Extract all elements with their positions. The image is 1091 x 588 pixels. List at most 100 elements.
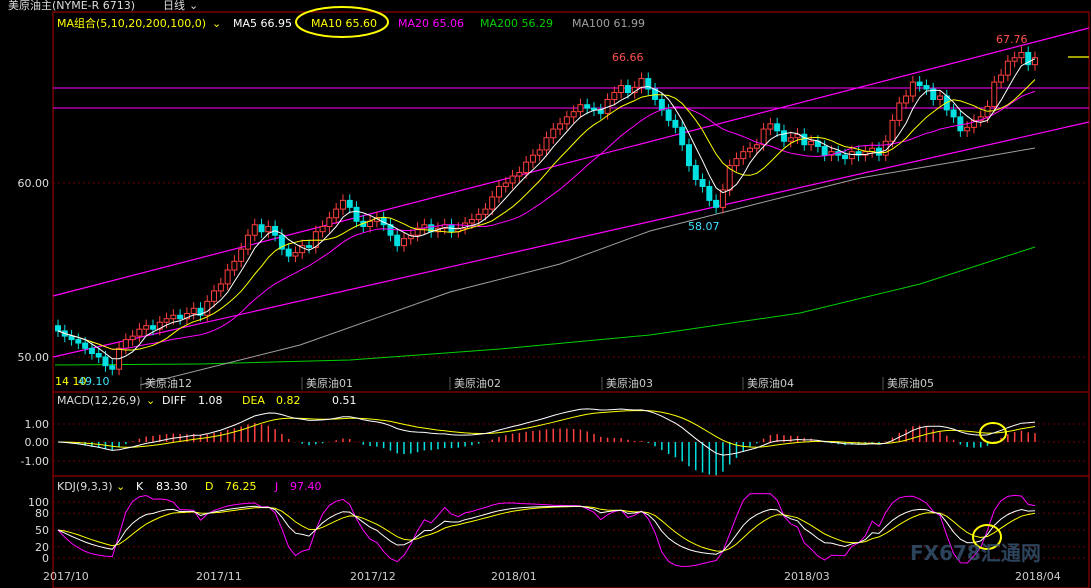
candle-down [801,133,808,146]
price-tick-60: 60.00 [18,177,50,190]
ma10-line [57,79,1036,351]
candle-down [821,145,828,156]
ma20-line [57,90,1036,350]
candle-up [265,226,272,233]
candle-down [597,109,604,114]
candle-up [638,78,645,88]
k-value: 83.30 [156,480,188,493]
low-annotation-left: 14 10 [55,375,87,388]
kdj-tick: 20 [35,541,49,554]
candle-down [692,165,699,181]
candle-down [1025,52,1032,66]
candle-down [55,325,61,332]
kdj-tick: 50 [35,524,49,537]
candle-up [970,119,977,128]
candle-up [211,290,218,302]
candle-down [88,347,95,355]
candle-up [1032,57,1038,66]
candle-down [306,245,313,248]
chevron-down-icon[interactable]: ⌄ [189,0,198,12]
ma10-highlight-circle [295,6,389,38]
symbol-title: 美原油主(NYME-R 6713) [8,0,135,12]
chevron-down-icon[interactable]: ⌄ [116,480,125,493]
candle-up [163,318,170,323]
dea-label: DEA [242,394,265,407]
candle-up [251,224,258,236]
candle-down [149,325,156,330]
candle-up [808,140,815,146]
kdj-tick: 100 [28,496,49,509]
candle-down [353,206,360,222]
candle-down [930,88,937,100]
candle-down [197,307,204,316]
j-value: 97.40 [290,480,322,493]
candle-up [523,161,530,174]
candle-up [231,260,238,271]
ma-group-label[interactable]: MA组合(5,10,20,200,100,0) [57,16,206,30]
ma100-line [139,147,1036,386]
channel-lower-line [52,121,1090,358]
candle-up [509,175,516,184]
ma5-line [57,58,1036,360]
candle-up [740,151,747,160]
candle-up [143,325,150,330]
candle-up [937,95,944,100]
k-label: K [136,480,144,493]
candle-up [238,248,245,262]
macd-title[interactable]: MACD(12,26,9) [57,394,141,407]
ma-legend: MA5 66.95 MA10 65.60 MA20 65.06 MA200 56.29… [233,17,645,30]
candle-up [964,126,971,132]
candle-down [780,130,787,142]
macd-highlight-circle [979,422,1007,444]
diff-value: 1.08 [198,394,223,407]
diff-label: DIFF [162,394,186,407]
candle-up [468,219,475,224]
candle-up [903,95,910,104]
chevron-down-icon[interactable]: ⌄ [212,17,221,30]
candle-down [923,85,930,90]
candle-up [414,227,421,236]
ma-legend-ma20: MA20 65.06 [398,17,464,30]
candle-down [584,104,591,109]
candle-up [760,128,767,146]
candle-down [394,234,401,247]
period-select[interactable]: 日线 [163,0,185,12]
j-line [57,493,1036,568]
candle-up [733,158,740,167]
ma-legend-ma10: MA10 65.60 [311,17,377,30]
candle-down [679,126,686,146]
ma-legend-ma5: MA5 66.95 [233,17,292,30]
candle-down [855,151,862,156]
candle-up [475,213,482,221]
kdj-title[interactable]: KDJ(9,3,3) [57,480,113,493]
macd-tick-1: 1.00 [25,418,50,431]
candle-down [82,342,89,349]
d-line [57,506,1036,552]
candle-up [719,189,726,208]
candle-up [312,231,319,248]
candle-up [753,144,760,149]
candle-up [244,234,251,250]
candle-down [842,154,849,160]
candle-down [699,179,706,187]
candle-up [319,226,326,233]
candle-up [998,74,1005,83]
k-line [57,505,1036,555]
candle-up [190,307,197,314]
date-axis: 2017/10 2017/11 2017/12 2018/01 2018/03 2018/… [43,570,1061,583]
candle-down [950,109,957,118]
dea-value: 0.82 [276,394,301,407]
candle-up [407,234,414,240]
chevron-down-icon[interactable]: ⌄ [146,394,155,407]
candle-up [183,313,190,320]
candle-up [516,172,523,177]
candle-up [543,137,550,151]
macd-value: 0.51 [332,394,357,407]
candle-down [75,339,82,344]
candle-up [482,208,489,215]
ma200-line [54,246,1036,366]
contract-label: 美原油05 [887,376,934,390]
contract-label: 美原油04 [747,376,794,390]
price-tick-50: 50.00 [18,351,50,364]
